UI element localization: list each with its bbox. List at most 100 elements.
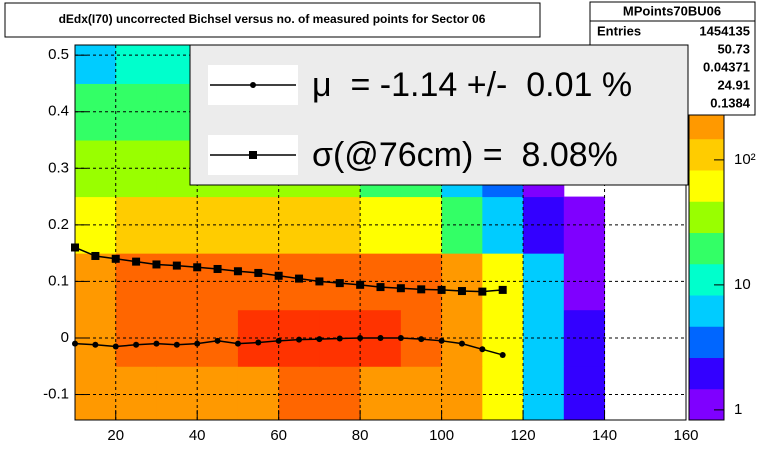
marker [438,337,445,344]
heatmap-cell [75,366,117,421]
heatmap-cell [115,366,157,421]
x-tick-label: 80 [352,427,369,444]
marker [397,334,404,341]
x-tick-label: 60 [270,427,287,444]
z-tick-label: 10 [734,276,751,293]
marker [172,261,181,270]
series-line [74,246,503,293]
y-tick-label: 0.2 [48,216,69,233]
marker [153,340,160,347]
marker [357,334,364,341]
marker [194,340,201,347]
legend-marker [249,151,257,159]
marker [396,284,405,293]
marker [479,346,486,353]
marker [275,337,282,344]
chart-title: dEdx(I70) uncorrected Bichsel versus no.… [59,12,486,26]
marker [377,334,384,341]
marker [214,337,221,344]
heatmap-cell [563,366,606,421]
stats-value: 1454135 [699,23,750,38]
y-tick-label: 0 [61,329,69,346]
x-tick-label: 120 [511,427,536,444]
marker [417,285,426,294]
y-tick-label: 0.3 [48,159,69,176]
heatmap-cell [400,366,443,421]
legend-label: σ(@76cm) = 8.08% [312,136,618,174]
marker [91,251,100,260]
y-tick-label: 0.5 [48,46,69,63]
marker [316,336,323,343]
marker [233,267,242,276]
x-tick-label: 140 [592,427,617,444]
marker [71,243,79,252]
heatmap-cell [482,366,524,421]
heatmap-cell [115,45,157,84]
colorbar-step [689,388,724,421]
marker [132,257,141,266]
marker [376,283,385,292]
marker [356,280,365,289]
stats-value: 0.04371 [703,59,750,74]
colorbar-step [689,357,724,390]
heatmap-cell [523,366,565,421]
heatmap-cell [278,366,320,421]
marker [234,340,241,347]
marker [92,341,99,348]
marker [111,254,120,263]
x-tick-label: 40 [189,427,206,444]
marker [498,285,507,294]
colorbar-step [689,326,724,358]
stats-title: MPoints70BU06 [623,3,721,18]
legend-marker [250,82,256,88]
colorbar-step [689,170,724,202]
heatmap-cell [360,366,402,421]
x-tick-label: 100 [429,427,454,444]
marker [418,336,425,343]
marker [458,340,465,347]
colorbar-step [689,138,724,171]
y-tick-label: -0.1 [43,386,69,403]
marker [133,341,140,348]
marker [112,343,119,350]
z-tick-label: 10² [734,151,756,168]
title-box [4,2,541,38]
heatmap-cell [319,366,361,421]
colorbar-step [689,295,724,327]
marker [72,340,78,347]
marker [193,263,202,272]
marker [315,277,324,286]
marker [437,285,446,294]
y-tick-label: 0.4 [48,103,69,120]
heatmap-cell [197,366,239,421]
colorbar-step [689,201,724,233]
heatmap-cell [75,45,117,84]
marker [335,279,344,288]
marker [295,274,304,283]
marker [152,260,161,269]
x-tick-label: 160 [673,427,698,444]
stats-label: Entries [597,23,641,38]
series-line [74,337,503,356]
marker [478,287,487,296]
stats-value: 24.91 [717,77,750,92]
marker [213,264,222,273]
marker [254,268,263,277]
z-tick-label: 1 [734,401,742,418]
colorbar-step [689,263,724,296]
colorbar-step [689,232,724,265]
x-tick-label: 20 [107,427,124,444]
marker [255,339,262,346]
marker [296,336,303,343]
legend-label: μ = -1.14 +/- 0.01 % [312,66,632,104]
marker [457,287,466,296]
marker [274,271,283,280]
y-tick-label: 0.1 [48,272,69,289]
marker [336,335,343,342]
heatmap-cell [156,366,198,421]
stats-value: 0.1384 [710,95,751,110]
stats-value: 50.73 [717,41,750,56]
heatmap-cell [237,366,280,421]
heatmap-cell [441,366,483,421]
